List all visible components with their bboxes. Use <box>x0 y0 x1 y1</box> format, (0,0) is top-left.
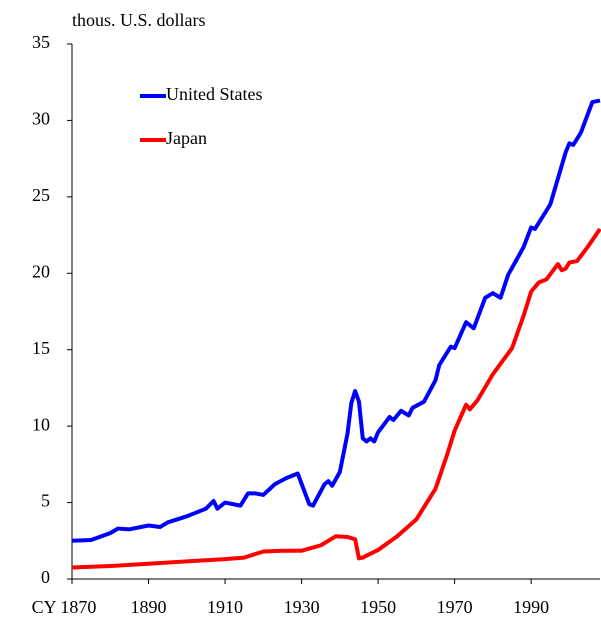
y-tick-label: 20 <box>32 261 50 281</box>
y-tick-label: 30 <box>32 109 50 129</box>
x-tick-label: 1990 <box>513 597 549 617</box>
y-tick-label: 15 <box>32 338 50 358</box>
y-tick-label: 0 <box>41 567 50 587</box>
y-tick-label: 35 <box>32 32 50 52</box>
series-line <box>71 227 601 570</box>
x-tick-label: CY 1870 <box>32 597 97 617</box>
y-axis-label: thous. U.S. dollars <box>72 10 206 30</box>
x-tick-label: 1890 <box>131 597 167 617</box>
y-tick-label: 5 <box>41 491 50 511</box>
x-tick-label: 1930 <box>284 597 320 617</box>
y-tick-label: 25 <box>32 185 50 205</box>
legend-label: United States <box>166 84 263 104</box>
x-tick-label: 1950 <box>360 597 396 617</box>
legend-label: Japan <box>166 128 207 148</box>
series-line <box>71 98 601 543</box>
x-tick-label: 1910 <box>207 597 243 617</box>
y-tick-label: 10 <box>32 414 50 434</box>
x-tick-label: 1970 <box>437 597 473 617</box>
